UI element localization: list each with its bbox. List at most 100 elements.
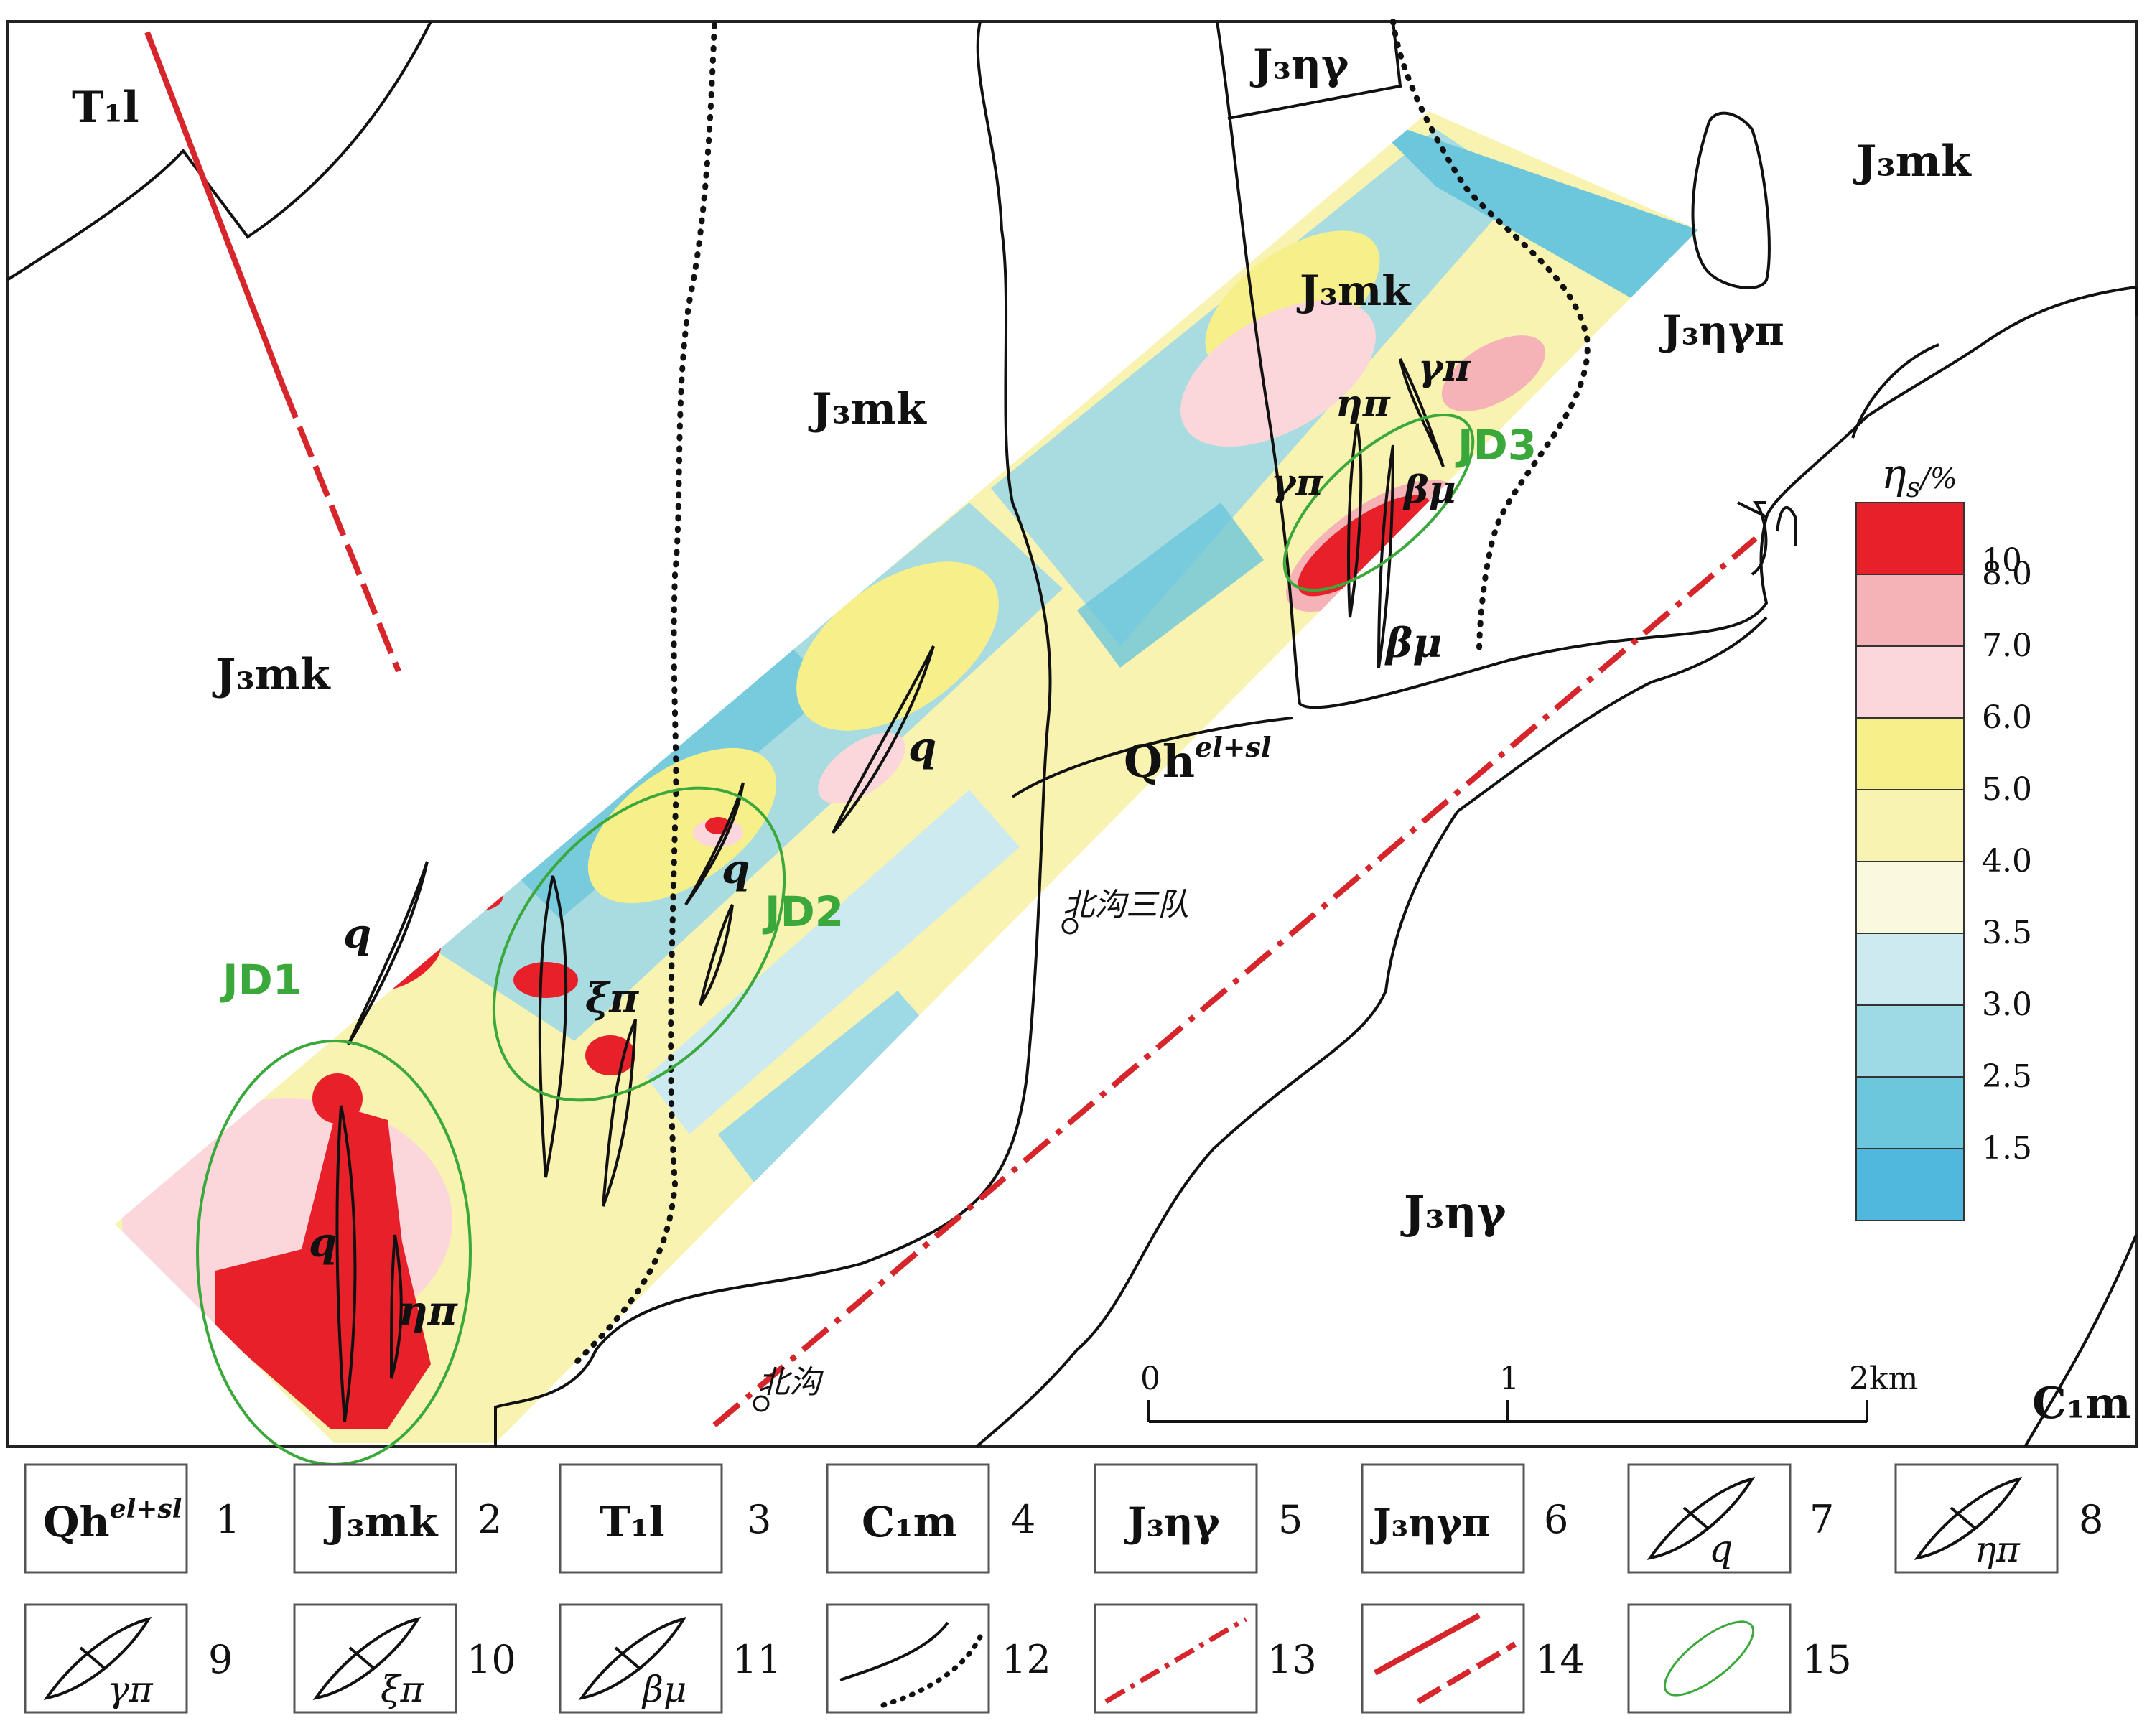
- dike-label-beta-mu-1: βμ: [1402, 468, 1456, 512]
- colorbar-swatch: [1855, 861, 1965, 934]
- colorbar-swatch: [1855, 933, 1965, 1006]
- legend-num-7: 7: [1810, 1497, 1834, 1542]
- dike-label-gamma-pi-2: γπ: [1271, 461, 1323, 505]
- legend-label-6: J₃ηγπ: [1370, 1500, 1491, 1546]
- colorbar-tick-label: 5.0: [1982, 771, 2032, 808]
- legend-num-6: 6: [1544, 1497, 1568, 1542]
- legend-num-3: 3: [747, 1497, 771, 1542]
- legend-num-14: 14: [1535, 1637, 1585, 1682]
- place-beigou: 北沟: [758, 1364, 824, 1401]
- dike-label-gamma-pi-1: γπ: [1418, 346, 1471, 390]
- label-j3mk-west: J₃mk: [212, 650, 331, 700]
- dike-label-q-2: q: [722, 846, 750, 893]
- dike-q-4: [347, 861, 429, 1046]
- place-beigou-sandui: 北沟三队: [1063, 887, 1189, 923]
- dike-xi-pi-2: [602, 1019, 637, 1207]
- label-j3ngamma-south: J₃ηγ: [1400, 1186, 1507, 1238]
- legend-label-7: q: [1709, 1528, 1733, 1571]
- legend-label-10: ξπ: [381, 1669, 425, 1710]
- scale-tick-1: 1: [1499, 1361, 1519, 1397]
- legend-num-8: 8: [2079, 1497, 2103, 1542]
- dike-label-eta-pi-1: ηπ: [399, 1287, 458, 1335]
- colorbar-tick-label: 1.5: [1982, 1130, 2032, 1167]
- legend: Qhel+sl J₃mk T₁l C₁m J₃ηγ J₃ηγπ q ηπ γπ …: [24, 1463, 2103, 1714]
- legend-label-1: Qhel+sl: [43, 1494, 182, 1546]
- zone-label-jd1: JD1: [220, 956, 302, 1004]
- legend-label-8: ηπ: [1975, 1529, 2021, 1570]
- dike-label-q-4: q: [309, 1219, 337, 1266]
- colorbar-tick-label: 4.0: [1982, 843, 2032, 879]
- legend-label-4: C₁m: [862, 1498, 957, 1546]
- colorbar-title: ηs/%: [1881, 449, 1957, 503]
- legend-label-3: T₁l: [600, 1498, 665, 1546]
- label-qh: Qhel+sl: [1124, 731, 1271, 788]
- label-j3mk-east: J₃mk: [1853, 136, 1972, 187]
- legend-num-1: 1: [215, 1497, 240, 1542]
- dike-label-xi-pi: ξπ: [585, 975, 639, 1022]
- legend-label-5: J₃ηγ: [1124, 1499, 1221, 1546]
- label-j3ngpi: J₃ηγπ: [1659, 307, 1784, 355]
- legend-num-13: 13: [1267, 1637, 1317, 1682]
- colorbar-tick-label: 2.5: [1982, 1058, 2032, 1095]
- geologic-boundaries: [6, 21, 2138, 1448]
- scale-tick-0: 0: [1140, 1361, 1160, 1397]
- colorbar: ηs/% 108.0 7.0 6.0 5.0 4.0 3.5 3.0 2.5 1.5: [1855, 449, 2032, 1221]
- dike-label-eta-pi-2: ηπ: [1336, 382, 1391, 426]
- dike-eta-pi-1: [390, 1234, 403, 1379]
- dike-q-3: [699, 904, 734, 1007]
- label-j3ngamma-north: J₃ηγ: [1249, 40, 1349, 89]
- legend-num-12: 12: [1002, 1637, 1051, 1682]
- colorbar-swatch: [1855, 645, 1965, 719]
- legend-num-4: 4: [1011, 1497, 1035, 1542]
- legend-num-15: 15: [1802, 1637, 1852, 1682]
- scale-bar: 0 1 2km: [1140, 1361, 1918, 1423]
- colorbar-swatch: [1855, 574, 1965, 647]
- legend-num-9: 9: [208, 1637, 233, 1682]
- colorbar-tick-label: 3.5: [1982, 915, 2032, 951]
- scale-tick-2: 2km: [1849, 1361, 1918, 1397]
- dike-label-beta-mu-2: βμ: [1384, 620, 1442, 667]
- colorbar-tick-label: 10: [1982, 542, 2022, 579]
- label-j3mk-ne: J₃mk: [1296, 266, 1412, 315]
- colorbar-swatch: [1855, 1076, 1965, 1149]
- dike-gamma-pi: [1399, 358, 1445, 467]
- dike-q-5: [335, 1105, 357, 1422]
- dike-xi-pi-1: [538, 875, 568, 1178]
- dike-eta-pi-2: [1347, 423, 1363, 618]
- zone-label-jd3: JD3: [1455, 421, 1537, 470]
- zone-jd2: [492, 786, 786, 1102]
- colorbar-tick-label: 8.0: [1982, 556, 2032, 592]
- colorbar-swatch: [1855, 789, 1965, 862]
- dike-label-q-1: q: [908, 724, 936, 771]
- dike-beta-mu: [1377, 444, 1394, 668]
- dikes: [335, 358, 1445, 1422]
- legend-num-5: 5: [1278, 1497, 1303, 1542]
- label-t1l: T₁l: [72, 83, 139, 133]
- label-j3mk-center: J₃mk: [808, 384, 927, 434]
- colorbar-swatch: [1855, 502, 1965, 575]
- legend-num-11: 11: [732, 1637, 782, 1682]
- faults: [144, 31, 1758, 1428]
- dike-label-q-3: q: [343, 910, 371, 958]
- village-marker-1: [1061, 918, 1079, 935]
- legend-label-11: βμ: [641, 1669, 686, 1710]
- colorbar-swatch: [1855, 1148, 1965, 1221]
- legend-num-10: 10: [467, 1637, 516, 1682]
- inferred-boundaries: [572, 19, 1591, 1367]
- fault-inferred: [281, 386, 401, 673]
- dike-q-1: [832, 645, 935, 834]
- colorbar-tick-label: 6.0: [1982, 699, 2032, 736]
- zone-jd3: [1282, 413, 1475, 592]
- zone-label-jd2: JD2: [762, 887, 844, 936]
- village-marker-2: [753, 1395, 770, 1412]
- dike-q-2: [684, 782, 745, 906]
- colorbar-tick-label: 7.0: [1982, 627, 2032, 664]
- fault-concealed: [712, 536, 1758, 1428]
- legend-num-2: 2: [478, 1497, 502, 1542]
- legend-label-2: J₃mk: [323, 1498, 439, 1546]
- colorbar-tick-label: 3.0: [1982, 986, 2032, 1023]
- label-c1m: C₁m: [2032, 1378, 2131, 1429]
- map-labels: T₁l J₃mk J₃mk J₃mk J₃mk J₃ηγ J₃ηγ J₃ηγπ …: [72, 40, 2131, 1429]
- legend-label-9: γπ: [108, 1669, 154, 1710]
